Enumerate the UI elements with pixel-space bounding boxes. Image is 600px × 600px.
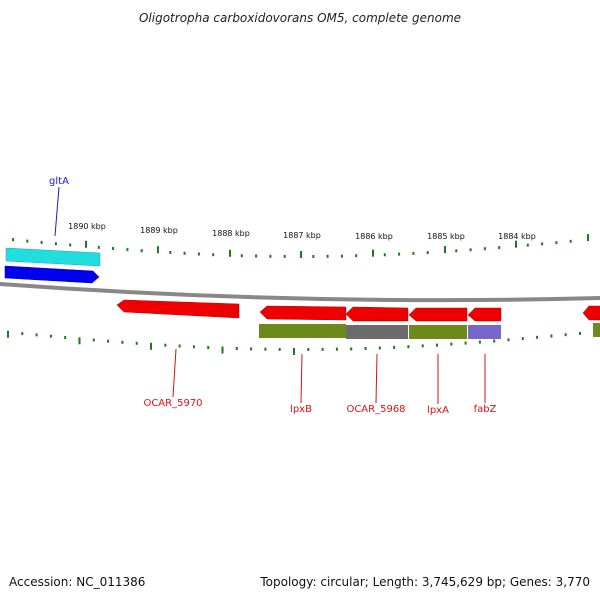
OCAR_5970-leader-line: [172, 348, 177, 398]
tick-label-1888: 1888 kbp: [212, 229, 250, 238]
tick-label-1890: 1890 kbp: [68, 222, 106, 231]
forward-major-ticks: [85, 234, 589, 258]
forward-features: [4, 247, 101, 284]
gltA-cds-arrow[interactable]: [4, 265, 100, 284]
edge-cds-arrow[interactable]: [582, 305, 600, 321]
genome-backbone: [0, 282, 600, 303]
gltA-leader-line: [54, 186, 60, 237]
gltA-label[interactable]: gltA: [49, 176, 69, 187]
map-title: Oligotropha carboxidovorans OM5, complet…: [139, 11, 461, 25]
OCAR_5968-leader-line: [375, 353, 378, 404]
reverse-features: [116, 299, 600, 339]
tick-label-1889: 1889 kbp: [140, 226, 178, 235]
gltA-cog-bar[interactable]: [5, 247, 101, 267]
tick-label-1884: 1884 kbp: [498, 232, 536, 241]
fabZ-label[interactable]: fabZ: [474, 404, 497, 415]
tick-label-1887: 1887 kbp: [283, 231, 321, 240]
tick-label-1886: 1886 kbp: [355, 232, 393, 241]
fabZ-cog-bar[interactable]: [468, 325, 501, 339]
tick-label-1885: 1885 kbp: [427, 232, 465, 241]
gene-labels: gltA OCAR_5970 lpxB OCAR_5968 lpxA fabZ: [49, 176, 497, 416]
lpxB-cog-bar[interactable]: [259, 324, 346, 338]
accession-text: Accession: NC_011386: [9, 575, 145, 589]
lpxB-cds-arrow[interactable]: [259, 305, 347, 321]
lpxB-leader-line: [300, 353, 303, 404]
OCAR_5968-cog-bar[interactable]: [346, 325, 408, 339]
topology-text: Topology: circular; Length: 3,745,629 bp…: [259, 575, 590, 589]
edge-cog-bar[interactable]: [593, 323, 600, 337]
forward-minor-ticks: [12, 238, 572, 258]
reverse-minor-ticks: [7, 330, 581, 355]
lpxB-label[interactable]: lpxB: [290, 404, 312, 415]
lpxA-label[interactable]: lpxA: [427, 405, 449, 416]
reverse-tick-track: [7, 330, 581, 355]
OCAR_5968-cds-arrow[interactable]: [345, 306, 409, 322]
lpxA-cds-arrow[interactable]: [408, 307, 468, 322]
lpxA-cog-bar[interactable]: [409, 325, 467, 339]
OCAR_5970-label[interactable]: OCAR_5970: [143, 398, 202, 409]
OCAR_5968-label[interactable]: OCAR_5968: [346, 404, 405, 415]
OCAR_5970-cds-arrow[interactable]: [116, 299, 240, 319]
tick-labels: 1890 kbp 1889 kbp 1888 kbp 1887 kbp 1886…: [68, 222, 536, 241]
fabZ-cds-arrow[interactable]: [467, 307, 502, 322]
forward-tick-track: 1890 kbp 1889 kbp 1888 kbp 1887 kbp 1886…: [12, 222, 589, 258]
